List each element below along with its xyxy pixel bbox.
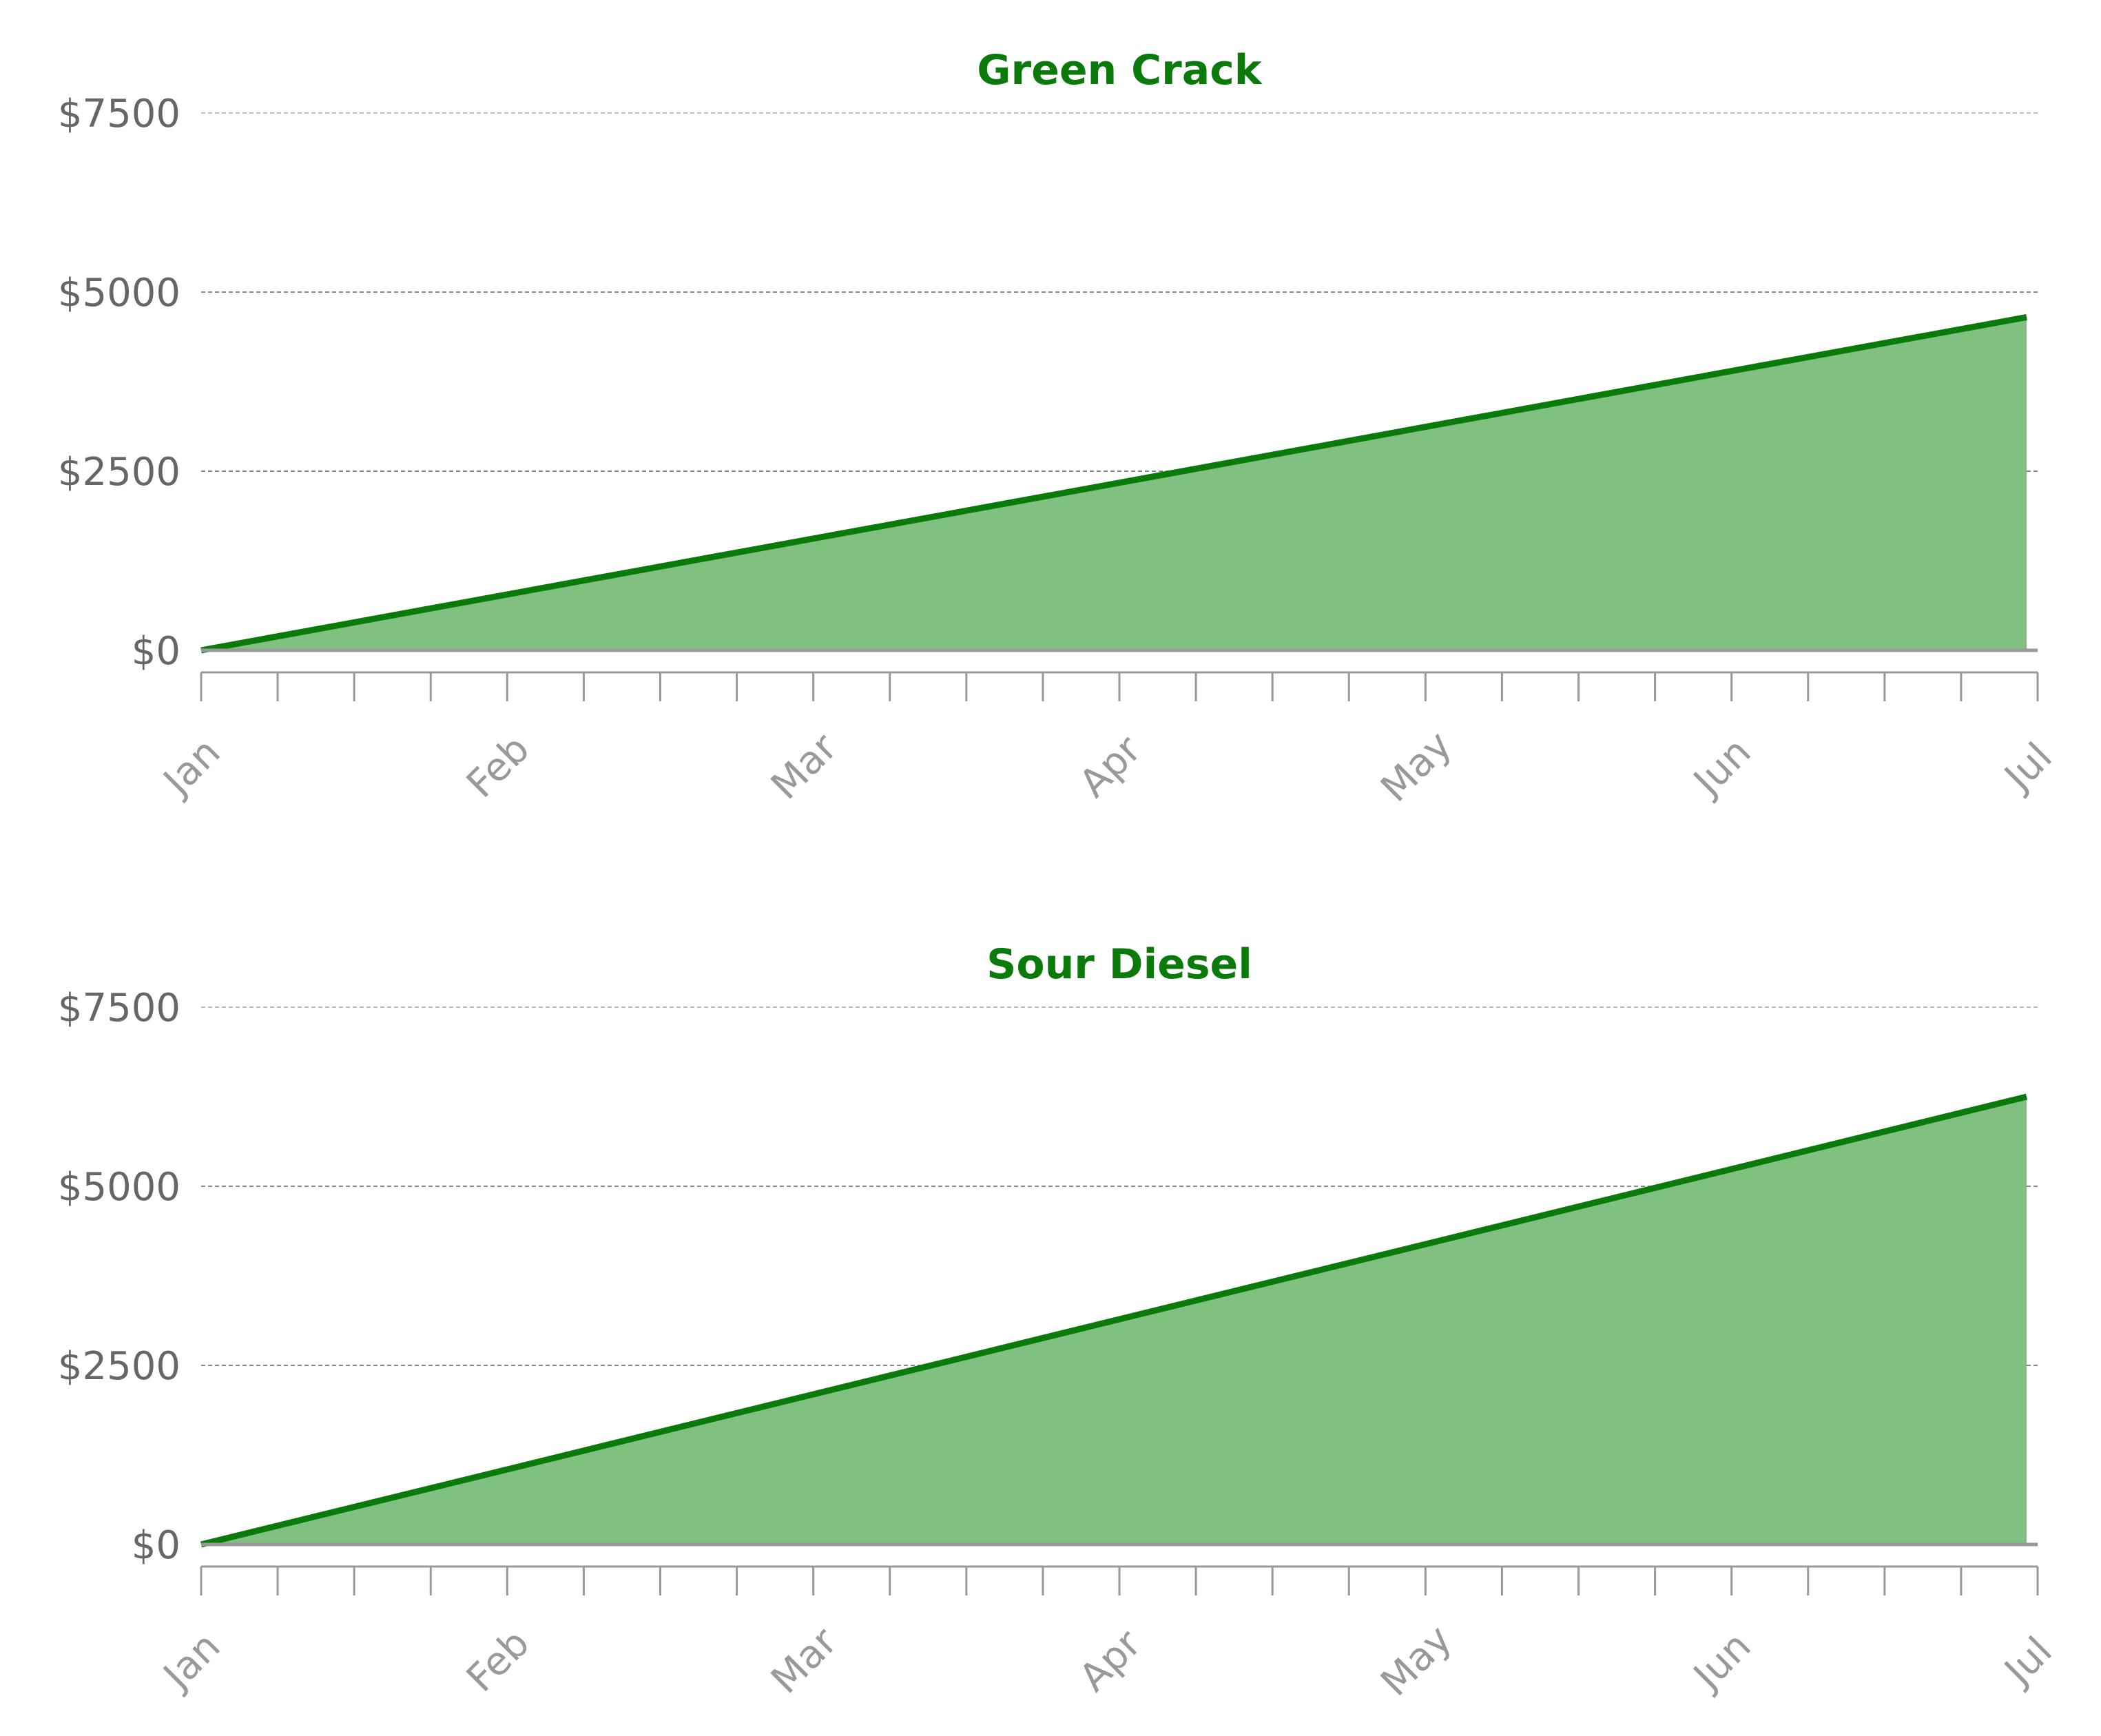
x-tick-label: Jan [154,1624,229,1699]
series-line [200,1093,2028,1548]
x-tick-label: Apr [1071,727,1150,806]
y-tick-label: $0 [132,1523,180,1568]
x-tick-label: Apr [1071,1621,1150,1700]
x-tick-label: May [1372,723,1460,811]
y-tick-label: $5000 [58,1165,180,1210]
chart-panel-green-crack: Green Crack $0 $2500 $5000 $7500 Jan Feb Mar Ap… [58,46,2061,811]
x-tick-label: Jun [1684,1624,1760,1699]
x-tick-label: Mar [763,725,846,808]
x-tick-label: May [1372,1617,1460,1705]
y-tick-label: $7500 [58,92,180,136]
y-tick-label: $7500 [58,986,180,1031]
chart-panel-sour-diesel: Sour Diesel $0 $2500 $5000 $7500 Jan Feb Mar Ap… [58,940,2061,1705]
y-tick-label: $2500 [58,1344,180,1389]
y-tick-label: $0 [132,629,180,674]
x-tick-label: Jun [1684,730,1760,805]
chart-title: Sour Diesel [986,940,1252,989]
chart-title: Green Crack [977,46,1263,94]
series-line [200,313,2027,654]
x-tick-label: Jul [1995,1629,2061,1695]
y-tick-label: $2500 [58,450,180,495]
y-tick-label: $5000 [58,271,180,316]
x-tick-label: Feb [458,727,538,807]
x-tick-label: Mar [763,1619,846,1702]
x-tick-label: Jan [154,730,229,805]
x-tick-label: Jul [1995,734,2061,800]
x-tick-label: Feb [458,1621,538,1701]
